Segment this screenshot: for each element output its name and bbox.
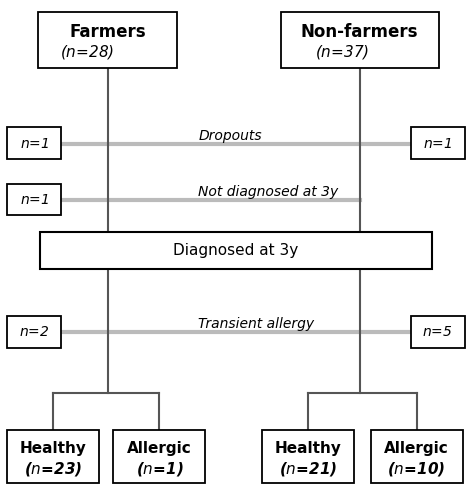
FancyBboxPatch shape bbox=[7, 430, 99, 482]
Text: $n$=1: $n$=1 bbox=[20, 136, 49, 150]
Text: ($n$=23): ($n$=23) bbox=[24, 460, 82, 477]
Text: $n$=2: $n$=2 bbox=[19, 324, 50, 338]
Text: Healthy: Healthy bbox=[275, 440, 341, 456]
Text: ($n$=1): ($n$=1) bbox=[135, 460, 183, 477]
Text: ($n$=21): ($n$=21) bbox=[279, 460, 337, 477]
Text: Diagnosed at 3y: Diagnosed at 3y bbox=[173, 243, 299, 258]
Text: ($n$=10): ($n$=10) bbox=[388, 460, 446, 477]
Text: Not diagnosed at 3y: Not diagnosed at 3y bbox=[198, 185, 338, 199]
FancyBboxPatch shape bbox=[7, 184, 61, 215]
Text: Allergic: Allergic bbox=[384, 440, 449, 456]
FancyBboxPatch shape bbox=[371, 430, 463, 482]
Text: Dropouts: Dropouts bbox=[198, 129, 262, 143]
FancyBboxPatch shape bbox=[7, 128, 61, 159]
Text: $n$=5: $n$=5 bbox=[422, 324, 453, 338]
Text: Farmers: Farmers bbox=[69, 23, 146, 41]
FancyBboxPatch shape bbox=[411, 128, 465, 159]
FancyBboxPatch shape bbox=[38, 12, 177, 68]
FancyBboxPatch shape bbox=[262, 430, 354, 482]
Text: ($n$=28): ($n$=28) bbox=[60, 43, 114, 61]
FancyBboxPatch shape bbox=[7, 316, 61, 348]
FancyBboxPatch shape bbox=[281, 12, 439, 68]
Text: $n$=1: $n$=1 bbox=[20, 192, 49, 206]
Text: Transient allergy: Transient allergy bbox=[198, 317, 314, 331]
Text: Non-farmers: Non-farmers bbox=[301, 23, 418, 41]
Text: ($n$=37): ($n$=37) bbox=[315, 43, 369, 61]
FancyBboxPatch shape bbox=[40, 232, 432, 269]
FancyBboxPatch shape bbox=[411, 316, 465, 348]
FancyBboxPatch shape bbox=[113, 430, 205, 482]
Text: Healthy: Healthy bbox=[20, 440, 86, 456]
Text: Allergic: Allergic bbox=[127, 440, 192, 456]
Text: $n$=1: $n$=1 bbox=[423, 136, 452, 150]
